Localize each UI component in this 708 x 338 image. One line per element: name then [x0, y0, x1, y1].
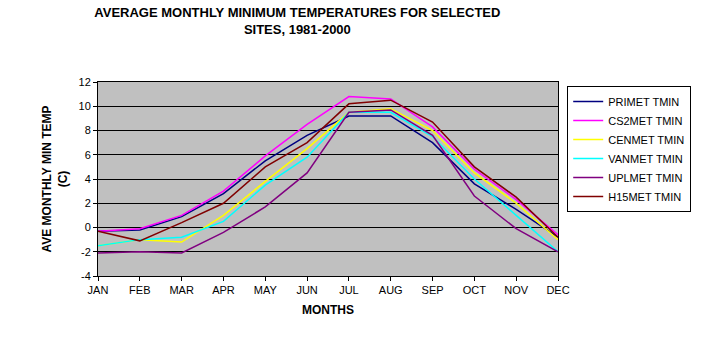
- svg-text:0: 0: [85, 221, 91, 233]
- svg-text:UPLMET TMIN: UPLMET TMIN: [608, 172, 682, 184]
- svg-text:DEC: DEC: [546, 284, 569, 296]
- svg-text:6: 6: [85, 149, 91, 161]
- svg-text:JUN: JUN: [296, 284, 317, 296]
- svg-text:VANMET TMIN: VANMET TMIN: [608, 153, 683, 165]
- svg-text:PRIMET TMIN: PRIMET TMIN: [608, 96, 679, 108]
- svg-text:AVE MONTHLY MIN TEMP(C): AVE MONTHLY MIN TEMP(C): [40, 105, 70, 252]
- svg-text:MONTHS: MONTHS: [302, 303, 354, 317]
- svg-text:4: 4: [85, 173, 91, 185]
- svg-text:12: 12: [79, 76, 91, 88]
- svg-text:-4: -4: [81, 270, 91, 282]
- svg-text:MAR: MAR: [169, 284, 194, 296]
- svg-text:JUL: JUL: [339, 284, 359, 296]
- svg-text:10: 10: [79, 100, 91, 112]
- svg-text:JAN: JAN: [88, 284, 109, 296]
- svg-text:OCT: OCT: [463, 284, 487, 296]
- svg-text:AUG: AUG: [379, 284, 403, 296]
- svg-text:8: 8: [85, 124, 91, 136]
- svg-text:NOV: NOV: [504, 284, 529, 296]
- svg-text:SEP: SEP: [422, 284, 444, 296]
- svg-text:-2: -2: [81, 246, 91, 258]
- svg-text:H15MET TMIN: H15MET TMIN: [608, 191, 681, 203]
- svg-text:CS2MET TMIN: CS2MET TMIN: [608, 115, 682, 127]
- svg-text:FEB: FEB: [129, 284, 150, 296]
- svg-text:2: 2: [85, 197, 91, 209]
- svg-text:AVERAGE MONTHLY MINIMUM TEMPER: AVERAGE MONTHLY MINIMUM TEMPERATURES FOR…: [94, 5, 500, 37]
- svg-text:APR: APR: [212, 284, 235, 296]
- svg-text:MAY: MAY: [254, 284, 278, 296]
- svg-text:CENMET TMIN: CENMET TMIN: [608, 134, 684, 146]
